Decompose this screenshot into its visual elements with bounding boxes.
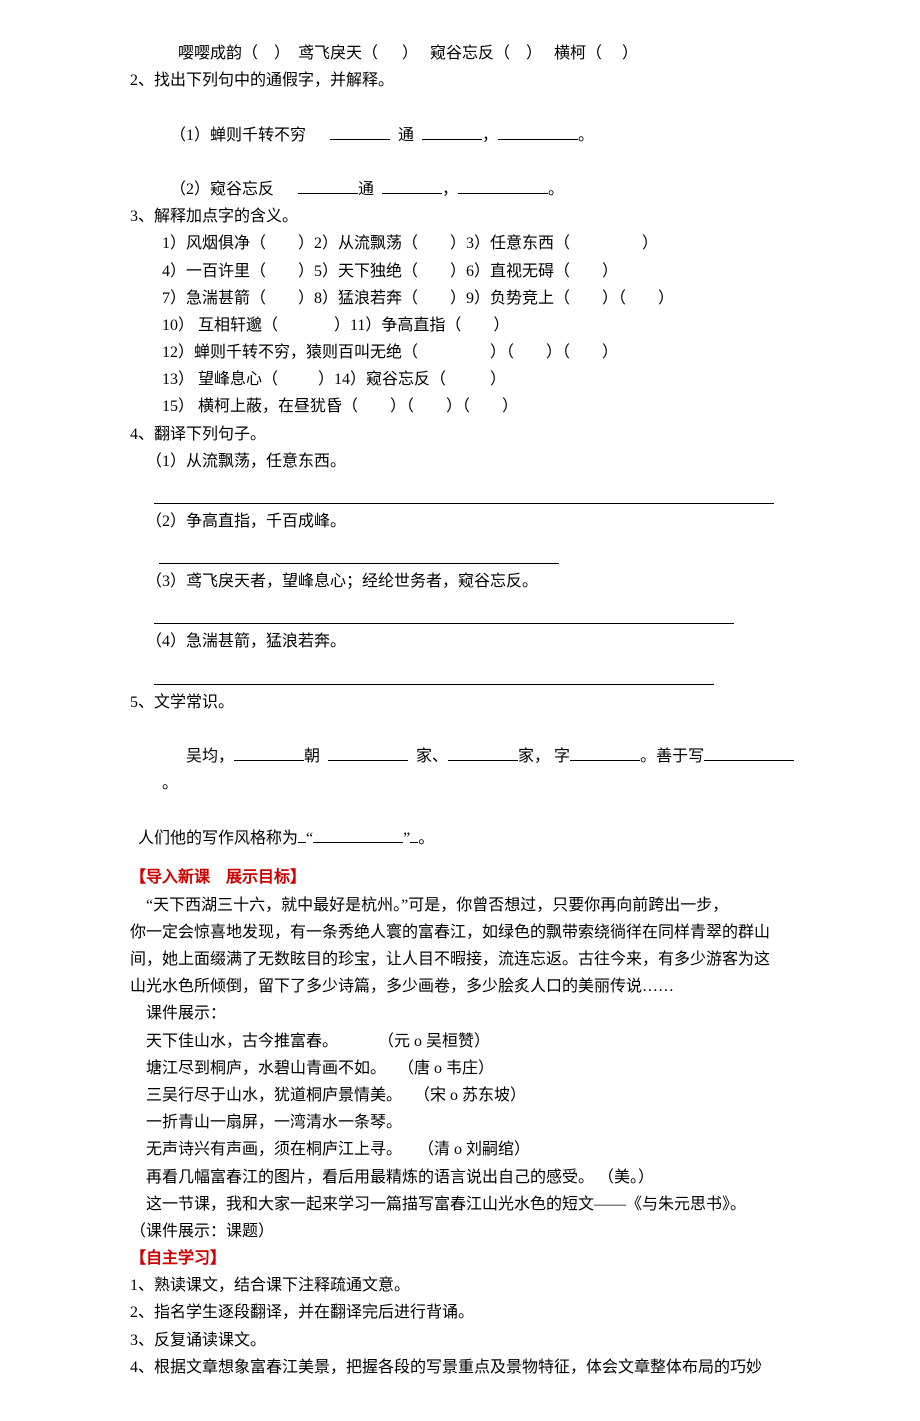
study-item: 4、根据文章想象富春江美景，把握各段的写景重点及景物特征，体会文章整体布局的巧妙 — [130, 1354, 810, 1381]
t: 人们他的写作风格称为 — [138, 830, 298, 847]
answer-line[interactable] — [154, 599, 734, 624]
t: ” — [403, 830, 410, 847]
blank[interactable] — [298, 177, 358, 194]
blank[interactable] — [448, 744, 518, 761]
style-fill: 人们他的写作风格称为 “ ” 。 — [130, 797, 810, 851]
para: 课件展示： — [130, 1000, 810, 1027]
blank[interactable] — [422, 123, 482, 140]
blank[interactable] — [498, 123, 578, 140]
t: 朝 — [304, 748, 328, 765]
para: 间，她上面缀满了无数眩目的珍宝，让人目不暇接，流连忘返。古往今来，有多少游客为这 — [130, 946, 810, 973]
para: （课件展示：课题） — [130, 1218, 810, 1245]
poem: 三吴行尽于山水，犹道桐庐景情美。 （宋 o 苏东坡） — [130, 1082, 810, 1109]
answer-line[interactable] — [159, 539, 559, 564]
t: 吴均， — [170, 748, 234, 765]
para: 这一节课，我和大家一起来学习一篇描写富春江山光水色的短文——《与朱元思书》。 — [130, 1191, 810, 1218]
explain-10: 10） 互相轩邈（ ）11）争高直指（ ） — [130, 312, 810, 339]
blank — [298, 826, 306, 843]
t: 家、 — [408, 748, 448, 765]
explain-15: 15） 横柯上蔽，在昼犹昏（ ）（ ）（ ） — [130, 393, 810, 420]
answer-line[interactable] — [154, 660, 714, 685]
t: 。善于写 — [640, 748, 704, 765]
poem: 一折青山一扇屏，一湾清水一条琴。 — [130, 1109, 810, 1136]
tongjia-2: （2）窥谷忘反 通 ， 。 — [130, 149, 810, 203]
para: 你一定会惊喜地发现，有一条秀绝人寰的富春江，如绿色的飘带索绕徜徉在同样青翠的群山 — [130, 919, 810, 946]
q5-header: 5、文学常识。 — [130, 689, 810, 716]
blank[interactable] — [328, 744, 408, 761]
t: 。 — [418, 830, 434, 847]
blank[interactable] — [382, 177, 442, 194]
spacer — [130, 852, 810, 865]
tongjia-1: （1）蝉则千转不穷 通 ， 。 — [130, 94, 810, 148]
period: 。 — [548, 181, 564, 198]
explain-13: 13） 望峰息心（ ）14）窥谷忘反（ ） — [130, 366, 810, 393]
blank[interactable] — [234, 744, 304, 761]
section-intro: 【导入新课 展示目标】 — [130, 864, 810, 891]
para: “天下西湖三十六，就中最好是杭州。”可是，你曾否想过，只要你再向前跨出一步， — [130, 892, 810, 919]
q3-header: 3、解释加点字的含义。 — [130, 203, 810, 230]
blank[interactable] — [570, 744, 640, 761]
t: 家， 字 — [518, 748, 570, 765]
translate-3: （3）鸢飞戾天者，望峰息心；经纶世务者，窥谷忘反。 — [130, 568, 810, 595]
poem: 天下佳山水，古今推富春。 （元 o 吴桓赞） — [130, 1028, 810, 1055]
q2-header: 2、找出下列句中的通假字，并解释。 — [130, 67, 810, 94]
translate-1: （1）从流飘荡，任意东西。 — [130, 448, 810, 475]
explain-4: 4）一百许里（ ）5）天下独绝（ ）6）直视无碍（ ） — [130, 258, 810, 285]
para: 再看几幅富春江的图片，看后用最精炼的语言说出自己的感受。 （美。） — [130, 1164, 810, 1191]
comma: ， — [482, 127, 498, 144]
translate-4: （4）急湍甚箭，猛浪若奔。 — [130, 628, 810, 655]
author-fill: 吴均， 朝 家、 家， 字 。善于写。 — [130, 716, 810, 798]
comma: ， — [442, 181, 458, 198]
explain-12: 12）蝉则千转不穷，猿则百叫无绝（ ）（ ）（ ） — [130, 339, 810, 366]
q4-header: 4、翻译下列句子。 — [130, 421, 810, 448]
study-item: 3、反复诵读课文。 — [130, 1327, 810, 1354]
t: “ — [306, 830, 313, 847]
blank[interactable] — [313, 826, 403, 843]
mid: 通 — [358, 181, 382, 198]
t: 。 — [162, 775, 178, 792]
blank[interactable] — [458, 177, 548, 194]
pre: （2）窥谷忘反 — [170, 181, 298, 198]
blank[interactable] — [330, 123, 390, 140]
study-item: 1、熟读课文，结合课下注释疏通文意。 — [130, 1272, 810, 1299]
blank[interactable] — [704, 744, 794, 761]
translate-2: （2）争高直指，千百成峰。 — [130, 508, 810, 535]
explain-7: 7）急湍甚箭（ ）8）猛浪若奔（ ）9）负势竞上（ ）（ ） — [130, 285, 810, 312]
pinyin-line: 嘤嘤成韵（ ） 鸢飞戾天（ ） 窥谷忘反（ ） 横柯（ ） — [130, 40, 810, 67]
section-self-study: 【自主学习】 — [130, 1245, 810, 1272]
answer-line[interactable] — [154, 479, 774, 504]
period: 。 — [578, 127, 594, 144]
explain-1: 1）风烟俱净（ ）2）从流飘荡（ ）3）任意东西（ ） — [130, 230, 810, 257]
poem: 塘江尽到桐庐，水碧山青画不如。 （唐 o 韦庄） — [130, 1055, 810, 1082]
study-item: 2、指名学生逐段翻译，并在翻译完后进行背诵。 — [130, 1299, 810, 1326]
poem: 无声诗兴有声画，须在桐庐江上寻。 （清 o 刘嗣绾） — [130, 1136, 810, 1163]
para: 山光水色所倾倒，留下了多少诗篇，多少画卷，多少脍炙人口的美丽传说…… — [130, 973, 810, 1000]
pre: （1）蝉则千转不穷 — [170, 127, 330, 144]
mid: 通 — [390, 127, 422, 144]
